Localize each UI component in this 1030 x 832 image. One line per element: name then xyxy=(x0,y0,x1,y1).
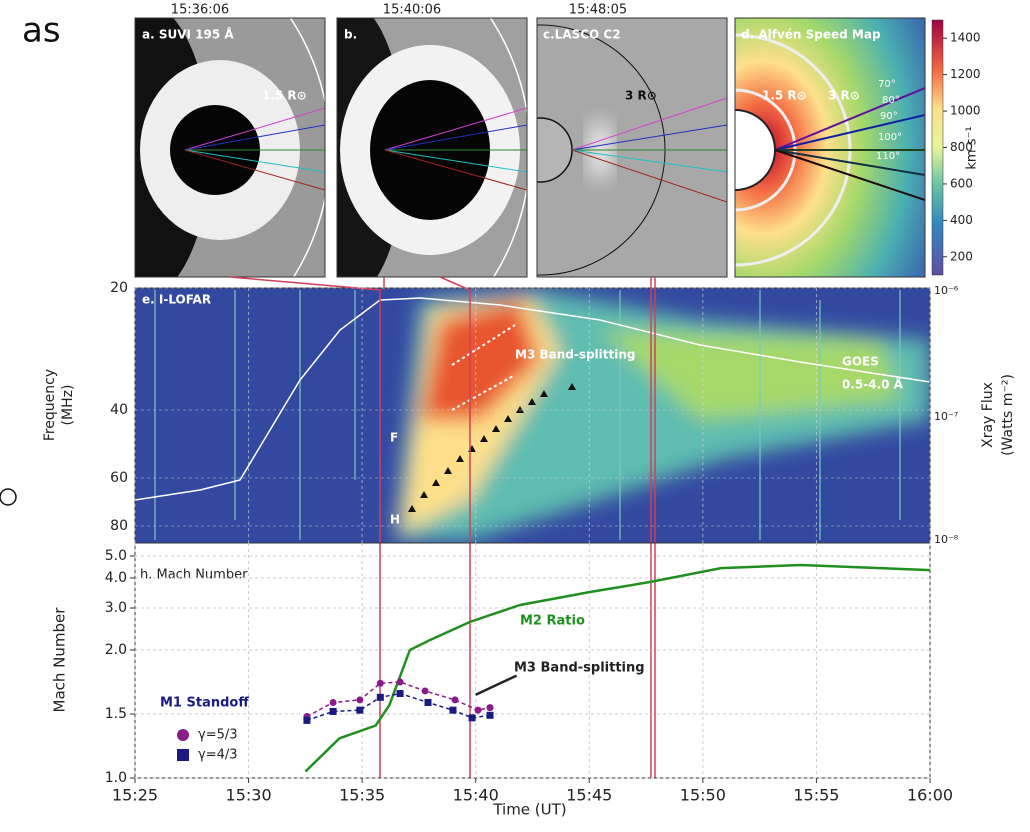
y-tick-label: 40 xyxy=(110,402,128,418)
marker xyxy=(329,707,337,715)
series-label: M2 Ratio xyxy=(520,614,585,629)
marker xyxy=(449,706,457,714)
panel-annotation: h. Mach Number xyxy=(140,568,248,583)
series-line xyxy=(475,674,518,696)
x-tick-label: 15:35 xyxy=(339,786,385,805)
marker xyxy=(396,690,404,698)
lane-label: F xyxy=(390,431,398,445)
marker xyxy=(356,696,364,704)
series-line xyxy=(306,681,491,718)
panel-a xyxy=(135,18,325,277)
marker xyxy=(303,716,311,724)
marker xyxy=(486,704,494,712)
y-axis-label: (MHz) xyxy=(60,385,76,426)
colorbar-tick-label: 1400 xyxy=(950,31,981,45)
lane-label: H xyxy=(390,513,400,527)
panel-time: 15:36:06 xyxy=(171,3,229,18)
x-tick-label: 15:55 xyxy=(793,786,839,805)
y2-tick-label: 10⁻⁷ xyxy=(934,410,958,423)
colorbar-tick-label: 1200 xyxy=(950,67,981,81)
colorbar-tick-label: 800 xyxy=(950,140,973,154)
legend-marker xyxy=(177,729,189,741)
spectrogram-label: e. I-LOFAR xyxy=(142,293,211,307)
y-tick-label: 80 xyxy=(110,518,128,534)
series-line xyxy=(306,692,491,722)
colorbar-tick-label: 600 xyxy=(950,176,973,190)
angle-label: 70° xyxy=(878,79,896,90)
spectrogram xyxy=(135,288,930,543)
panel-annotation: 1.5 R⊙ xyxy=(762,89,807,103)
marker xyxy=(329,698,337,706)
panel-annotation: 3 R⊙ xyxy=(625,89,657,103)
y2-axis-label: Xray Flux xyxy=(980,382,996,448)
legend-label: γ=5/3 xyxy=(198,728,238,743)
y-tick-label: 1.0 xyxy=(105,770,127,786)
marker xyxy=(486,711,494,719)
spectrogram-annotation: GOES xyxy=(842,355,879,369)
y-tick-label: 5.0 xyxy=(105,548,127,564)
panel-label: a. SUVI 195 Å xyxy=(142,27,234,42)
panel-frame xyxy=(536,17,728,278)
side-text: as xyxy=(22,11,61,51)
y-tick-label: 1.5 xyxy=(105,706,127,722)
series-line xyxy=(304,563,931,773)
series-label: M3 Band-splitting xyxy=(514,661,645,676)
y-tick-label: 3.0 xyxy=(105,600,127,616)
y2-axis-label: (Watts m⁻²) xyxy=(1000,374,1016,456)
spectrogram-annotation: 0.5-4.0 Å xyxy=(842,377,904,392)
marker xyxy=(356,706,364,714)
angle-label: 100° xyxy=(878,132,902,143)
x-tick-label: 15:30 xyxy=(226,786,272,805)
legend-label: γ=4/3 xyxy=(198,748,238,763)
y-tick-label: 2.0 xyxy=(105,642,127,658)
colorbar-tick-label: 1000 xyxy=(950,104,981,118)
panel-label: c.LASCO C2 xyxy=(543,28,621,42)
y2-tick-label: 10⁻⁸ xyxy=(934,533,959,546)
colorbar xyxy=(931,19,944,276)
panel-frame xyxy=(336,17,528,278)
legend-title: M1 Standoff xyxy=(160,696,249,711)
panel-frame xyxy=(734,17,926,278)
panel-time: 15:40:06 xyxy=(383,3,441,18)
y2-tick-label: 10⁻⁶ xyxy=(934,284,959,297)
panel-b xyxy=(337,18,527,277)
panel-annotation: 1.5 R⊙ xyxy=(262,89,307,103)
marker xyxy=(421,687,429,695)
panel-time: 15:48:05 xyxy=(569,3,627,18)
angle-label: 80° xyxy=(882,95,900,106)
side-bullet xyxy=(0,488,17,506)
marker xyxy=(376,693,384,701)
y-tick-label: 4.0 xyxy=(105,570,127,586)
spectrogram-annotation: M3 Band-splitting xyxy=(515,348,636,362)
x-tick-label: 15:50 xyxy=(680,786,726,805)
panel-label: b. xyxy=(344,28,357,42)
colorbar-tick-label: 200 xyxy=(950,249,973,263)
panel-c xyxy=(537,18,727,277)
marker xyxy=(468,714,476,722)
y-tick-label: 20 xyxy=(110,280,128,296)
colorbar-label: km s⁻¹ xyxy=(965,126,980,169)
panel-label: d. Alfvén Speed Map xyxy=(741,28,881,42)
legend-marker xyxy=(177,749,189,761)
colorbar-tick-label: 400 xyxy=(950,213,973,227)
x-tick-label: 15:40 xyxy=(453,786,499,805)
marker xyxy=(474,706,482,714)
x-tick-label: 16:00 xyxy=(907,786,953,805)
marker xyxy=(424,698,432,706)
marker xyxy=(376,679,384,687)
y-axis-label: Mach Number xyxy=(51,607,69,713)
angle-label: 90° xyxy=(880,111,898,122)
marker xyxy=(396,678,404,686)
panel-d xyxy=(735,18,925,277)
x-tick-label: 15:45 xyxy=(566,786,612,805)
marker xyxy=(451,696,459,704)
y-axis-label: Frequency xyxy=(42,369,58,441)
y-tick-label: 60 xyxy=(110,470,128,486)
x-tick-label: 15:25 xyxy=(112,786,158,805)
angle-label: 110° xyxy=(876,151,900,162)
panel-annotation: 3 R⊙ xyxy=(828,89,860,103)
x-axis-label: Time (UT) xyxy=(492,801,566,819)
